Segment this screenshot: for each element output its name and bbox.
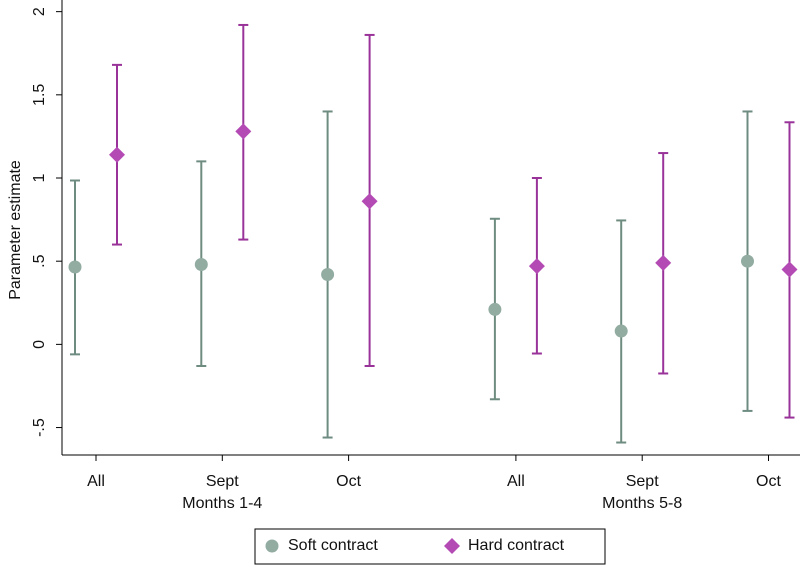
circle-marker — [194, 258, 208, 272]
y-tick-label: 2 — [31, 7, 48, 16]
diamond-marker — [109, 146, 125, 163]
x-tick-label: All — [507, 473, 525, 490]
circle-marker — [68, 260, 82, 274]
diamond-marker — [235, 123, 252, 140]
diamond-marker — [655, 254, 672, 271]
legend-label: Hard contract — [468, 537, 565, 554]
x-tick-label: Oct — [756, 473, 781, 490]
diamond-marker — [528, 258, 545, 275]
y-tick-label: 1 — [31, 173, 48, 182]
diamond-marker — [781, 261, 798, 278]
legend-marker — [265, 539, 279, 553]
diamond-marker — [361, 193, 378, 210]
group-label: Months 5-8 — [602, 495, 682, 512]
circle-marker — [741, 254, 754, 268]
circle-marker — [488, 302, 502, 316]
x-tick-label: Oct — [336, 473, 361, 490]
legend — [254, 528, 606, 565]
x-tick-label: Sept — [206, 473, 239, 490]
y-axis-label: Parameter estimate — [7, 160, 24, 300]
circle-marker — [321, 267, 335, 281]
y-tick-label: -.5 — [31, 418, 48, 437]
y-tick-label: 0 — [31, 340, 48, 349]
legend-label: Soft contract — [288, 537, 378, 554]
y-tick-label: .5 — [31, 254, 48, 267]
legend-marker — [444, 538, 460, 554]
y-tick-label: 1.5 — [31, 84, 48, 106]
group-label: Months 1-4 — [182, 495, 262, 512]
x-tick-label: All — [87, 473, 105, 490]
x-tick-label: Sept — [626, 473, 659, 490]
circle-marker — [614, 324, 628, 338]
